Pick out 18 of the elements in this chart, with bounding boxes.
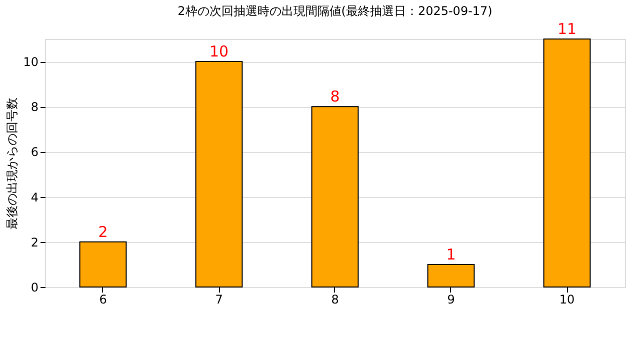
y-axis-title: 最後の出現からの回号数 — [5, 98, 20, 230]
y-tick-label: 4 — [30, 190, 38, 204]
y-tick-label: 0 — [30, 280, 38, 294]
data-label: 2 — [98, 222, 108, 241]
y-tick-label: 6 — [30, 145, 38, 160]
data-label: 11 — [557, 20, 577, 38]
data-label: 10 — [209, 42, 229, 61]
y-tick-label: 2 — [30, 235, 38, 250]
data-label: 1 — [446, 245, 456, 264]
y-tick-label: 8 — [30, 100, 38, 114]
x-tick-label: 6 — [99, 292, 107, 306]
x-tick-label: 9 — [447, 292, 455, 306]
x-tick-label: 7 — [215, 292, 223, 306]
chart-title: 2枠の次回抽選時の出現間隔値(最終抽選日：2025-09-17) — [178, 4, 492, 18]
y-tick-label: 10 — [23, 55, 38, 70]
data-label: 8 — [330, 88, 340, 106]
x-tick-label: 10 — [559, 292, 575, 306]
x-tick-label: 8 — [331, 292, 339, 306]
